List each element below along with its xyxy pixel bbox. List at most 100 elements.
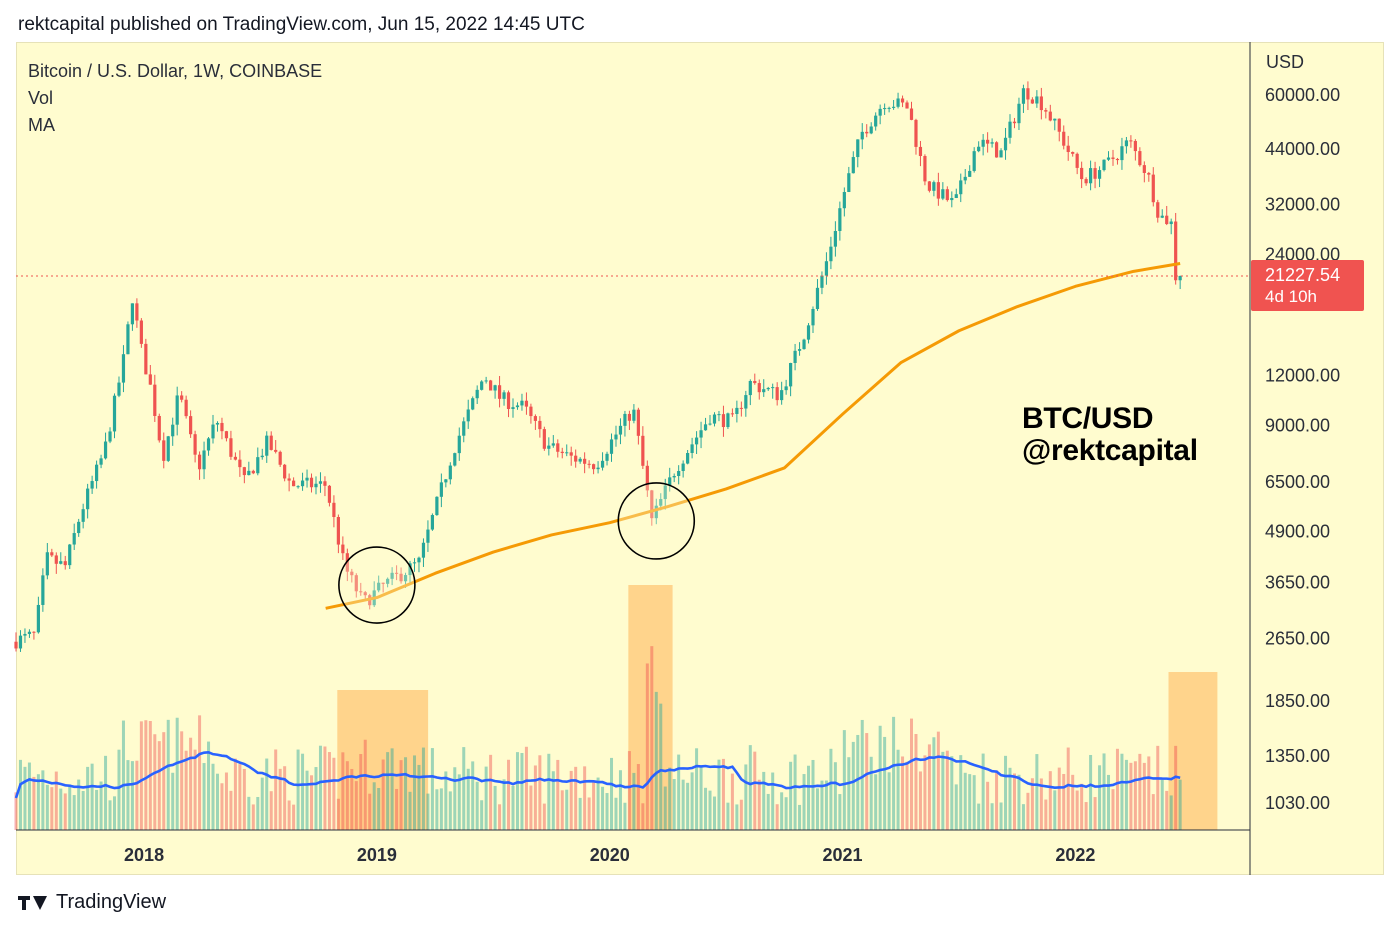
candle-body <box>193 434 197 455</box>
candle-body <box>815 287 820 310</box>
candle-body <box>686 453 690 464</box>
volume-bar <box>793 754 797 830</box>
candle-body <box>417 557 421 563</box>
volume-bar <box>350 768 354 830</box>
volume-bar <box>936 731 940 830</box>
volume-bar <box>113 796 117 830</box>
volume-bar <box>314 767 318 830</box>
volume-bar <box>757 779 761 830</box>
volume-bar <box>215 773 219 830</box>
volume-bar <box>677 754 681 830</box>
volume-bar <box>708 790 712 830</box>
volume-bar <box>126 760 130 830</box>
candle-body <box>251 470 255 474</box>
annotation-circle <box>617 482 696 560</box>
volume-bar <box>574 766 578 830</box>
candle-body <box>1142 165 1146 173</box>
volume-bar <box>59 788 63 830</box>
candle-body <box>278 451 282 465</box>
volume-bar <box>954 784 958 830</box>
volume-bar <box>672 779 676 830</box>
volume-bar <box>995 770 999 830</box>
volume-indicator-label[interactable]: Vol <box>28 88 54 108</box>
volume-bar <box>569 770 573 830</box>
footer-brand[interactable]: TradingView <box>18 891 166 914</box>
candle-body <box>318 481 323 484</box>
candle-body <box>1097 170 1102 179</box>
volume-bar <box>489 754 493 830</box>
volume-bar <box>144 720 148 830</box>
volume-bar <box>1098 765 1102 830</box>
volume-bar <box>726 802 730 830</box>
volume-highlight <box>628 585 673 830</box>
candle-body <box>448 465 452 480</box>
ma-indicator-label[interactable]: MA <box>28 115 55 135</box>
volume-bar <box>941 751 945 830</box>
candle-body <box>153 384 157 416</box>
candle-body <box>332 502 336 518</box>
candle-body <box>506 392 511 410</box>
volume-bar <box>1084 802 1088 830</box>
volume-bar <box>90 763 94 830</box>
volume-bar <box>372 782 376 830</box>
volume-bar <box>41 770 45 830</box>
y-tick-label: 12000.00 <box>1265 365 1340 385</box>
candle-body <box>860 131 864 140</box>
candle-body <box>269 435 273 450</box>
candle-body <box>560 451 564 454</box>
y-tick-label: 1850.00 <box>1265 691 1330 711</box>
volume-bar <box>341 752 345 830</box>
volume-bar <box>381 759 385 830</box>
candle-body <box>1080 167 1084 180</box>
volume-bar <box>153 734 157 830</box>
volume-bar <box>377 787 381 830</box>
volume-bar <box>556 759 560 830</box>
volume-bar <box>198 715 202 830</box>
candle-body <box>609 439 614 454</box>
candle-body <box>1111 157 1115 159</box>
candle-body <box>14 641 18 649</box>
volume-bar <box>318 745 322 830</box>
volume-bar <box>95 789 99 830</box>
volume-bar <box>583 766 587 830</box>
volume-bar <box>404 757 408 830</box>
candle-body <box>542 429 546 449</box>
candle-body <box>739 407 743 409</box>
symbol-label[interactable]: Bitcoin / U.S. Dollar, 1W, COINBASE <box>28 61 323 81</box>
candle-body <box>520 400 524 406</box>
volume-bar <box>233 758 237 830</box>
volume-bar <box>815 788 819 830</box>
candle-body <box>377 582 381 591</box>
candle-body <box>936 182 940 199</box>
volume-bar <box>771 772 775 830</box>
candle-body <box>977 146 981 152</box>
candle-body <box>641 435 645 466</box>
volume-bar <box>229 790 233 830</box>
volume-bar <box>695 748 699 830</box>
candle-body <box>1165 215 1169 225</box>
candle-body <box>1106 157 1111 160</box>
candle-body <box>556 443 560 452</box>
candle-body <box>986 139 990 144</box>
candle-body <box>1044 110 1048 112</box>
volume-bar <box>901 756 905 830</box>
candle-body <box>94 464 99 482</box>
candle-body <box>54 555 58 564</box>
candle-body <box>386 578 390 584</box>
candle-body <box>211 424 215 439</box>
candle-body <box>775 387 779 401</box>
candle-body <box>1160 215 1164 218</box>
candle-body <box>323 481 327 486</box>
candle-body <box>283 464 287 479</box>
candle-body <box>408 563 412 576</box>
y-tick-label: 3650.00 <box>1265 573 1330 593</box>
chart-area[interactable] <box>16 42 1384 875</box>
candle-body <box>242 467 246 476</box>
volume-bar <box>189 737 193 830</box>
volume-bar <box>68 784 72 830</box>
volume-bar <box>207 741 211 830</box>
volume-bar <box>54 771 58 830</box>
candle-body <box>833 230 837 247</box>
candle-body <box>650 490 654 519</box>
